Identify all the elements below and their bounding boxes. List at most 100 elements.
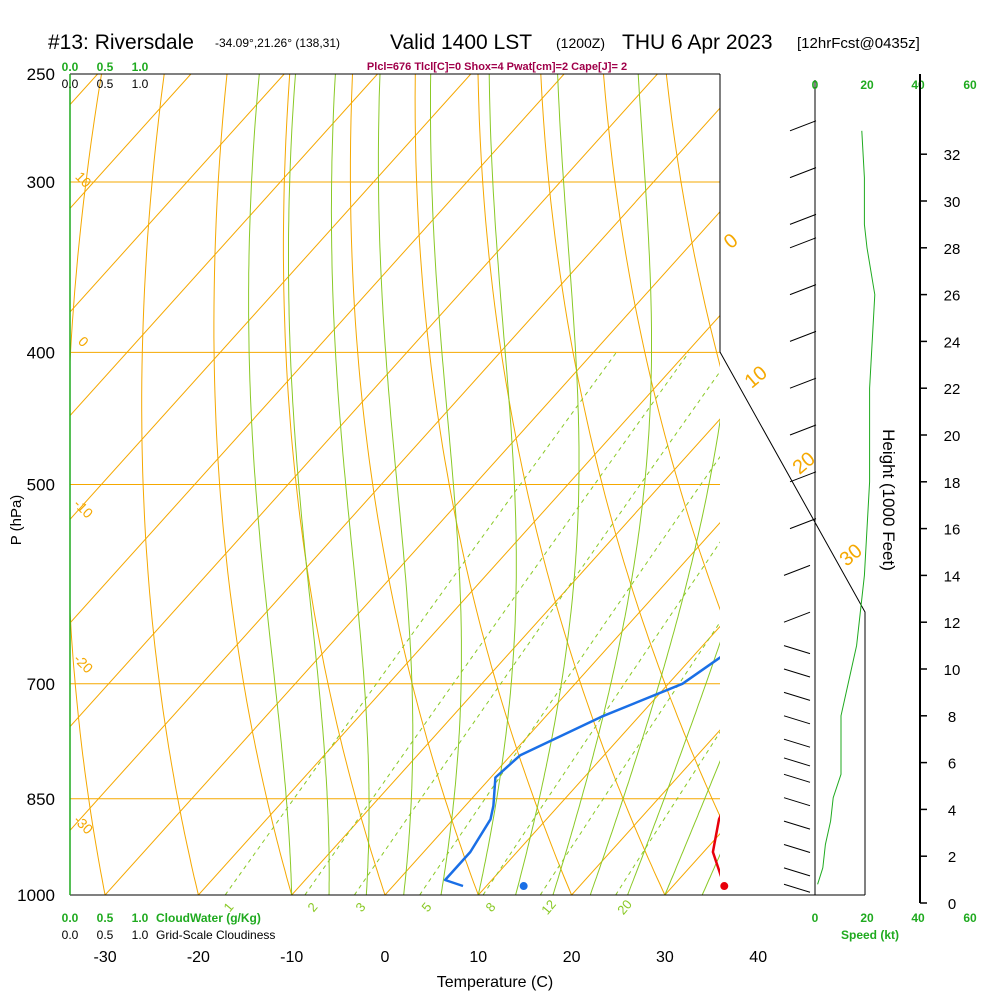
height-tick-label: 12: [944, 615, 961, 632]
dry-adiabat-line: [665, 74, 720, 368]
temperature-trace: [711, 814, 720, 878]
isotherm-line: [477, 625, 720, 895]
height-tick-label: 14: [944, 568, 961, 585]
speed-top-zero: 0: [812, 78, 819, 92]
pressure-tick-label: 400: [27, 343, 55, 362]
moist-adiabat-line: [664, 759, 720, 895]
height-tick-label: 8: [948, 709, 956, 726]
temperature-tick-label: -10: [280, 949, 303, 966]
wind-barb: [783, 611, 811, 623]
mixing-ratio-label: 12: [538, 897, 559, 918]
wind-barb: [789, 471, 817, 483]
zulu-time: (1200Z): [556, 35, 605, 51]
cloudwater-scale-bottom: 0.5: [97, 911, 114, 925]
height-tick-label: 16: [944, 522, 961, 539]
dry-adiabat-line: [213, 74, 293, 895]
isotherm-label: -30: [71, 812, 97, 838]
wind-barb: [789, 377, 817, 389]
moist-adiabat-line: [627, 641, 720, 895]
surface-temperature-marker: [720, 882, 729, 891]
isotherm-right-label: 10: [741, 362, 772, 393]
speed-bottom-zero: 0: [812, 911, 819, 925]
cloudwater-label: CloudWater (g/Kg): [156, 911, 261, 925]
isotherm-right-label: 0: [720, 229, 743, 253]
dry-adiabat-line: [980, 74, 1000, 895]
speed-top-label: 60: [963, 78, 977, 92]
wind-barb: [783, 867, 811, 877]
height-axis-title: Height (1000 Feet): [879, 429, 898, 571]
moist-adiabat-line: [288, 74, 330, 895]
speed-top-label: 40: [911, 78, 925, 92]
moist-adiabat-line: [477, 74, 517, 895]
moist-adiabat-line: [430, 74, 462, 895]
speed-profile-line: [817, 130, 876, 885]
cloudiness-scale-bottom: 0.0: [62, 928, 79, 942]
cloudwater-scale-top: 0.0: [62, 60, 79, 74]
isotherm-label: 10: [72, 168, 94, 190]
height-tick-label: 32: [944, 147, 961, 164]
cloudwater-scale-bottom: 0.0: [62, 911, 79, 925]
temperature-tick-label: 0: [381, 949, 390, 966]
wind-barb: [789, 120, 817, 132]
height-tick-label: 0: [948, 896, 956, 913]
temperature-tick-label: -30: [94, 949, 117, 966]
pressure-tick-label: 700: [27, 675, 55, 694]
temperature-tick-label: 10: [469, 949, 487, 966]
isotherm-line: [70, 74, 565, 624]
forecast-date: THU 6 Apr 2023: [622, 31, 773, 54]
pressure-tick-label: 500: [27, 476, 55, 495]
pressure-tick-label: 250: [27, 65, 55, 84]
height-tick-label: 6: [948, 756, 956, 773]
isotherm-line: [291, 418, 720, 895]
mixing-ratio-label: 8: [482, 900, 498, 915]
dewpoint-trace: [443, 656, 720, 888]
temperature-tick-label: 30: [656, 949, 674, 966]
wind-barb: [789, 284, 817, 296]
height-tick-label: 10: [944, 662, 961, 679]
height-tick-label: 20: [944, 428, 961, 445]
cloudiness-scale-bottom: 0.5: [97, 928, 114, 942]
cloudwater-scale-top: 0.5: [97, 60, 114, 74]
cloudiness-scale-top: 0.0: [62, 77, 79, 91]
isotherm-line: [70, 107, 720, 832]
wind-barb: [783, 844, 811, 853]
height-tick-label: 2: [948, 849, 956, 866]
isotherm-label: -10: [71, 496, 97, 522]
station-title: #13: Riversdale: [48, 31, 194, 54]
isotherm-line: [70, 74, 658, 728]
wind-barb: [789, 424, 817, 436]
isotherm-line: [198, 314, 720, 895]
wind-barb: [783, 757, 811, 767]
wind-barb: [783, 797, 811, 807]
moist-adiabat-line: [248, 74, 293, 895]
wind-barb: [783, 564, 811, 576]
moist-adiabat-line: [589, 418, 720, 895]
mixing-ratio-line: [419, 455, 720, 895]
valid-time: Valid 1400 LST: [390, 31, 532, 54]
mixing-ratio-label: 2: [304, 900, 320, 915]
cloudiness-scale-top: 0.5: [97, 77, 114, 91]
temperature-tick-label: -20: [187, 949, 210, 966]
wind-barb: [783, 645, 811, 655]
pressure-tick-label: 1000: [17, 886, 55, 905]
pressure-tick-label: 850: [27, 790, 55, 809]
isotherm-line: [104, 211, 720, 895]
isotherm-label: 0: [75, 333, 92, 350]
wind-barb: [789, 518, 817, 530]
pressure-axis-label: P (hPa): [8, 495, 25, 546]
temperature-tick-label: 20: [563, 949, 581, 966]
isotherm-right-label: 30: [836, 540, 867, 571]
cloudiness-scale-bottom: 1.0: [132, 928, 149, 942]
mixing-ratio-line: [224, 352, 617, 895]
wind-barb: [789, 237, 817, 249]
cloudiness-label: Grid-Scale Cloudiness: [156, 928, 275, 942]
isotherm-line: [70, 74, 285, 313]
speed-bottom-label: 60: [963, 911, 977, 925]
height-tick-label: 28: [944, 241, 961, 258]
height-tick-label: 24: [944, 334, 961, 351]
wind-barb: [783, 820, 811, 830]
isotherm-line: [70, 74, 472, 521]
